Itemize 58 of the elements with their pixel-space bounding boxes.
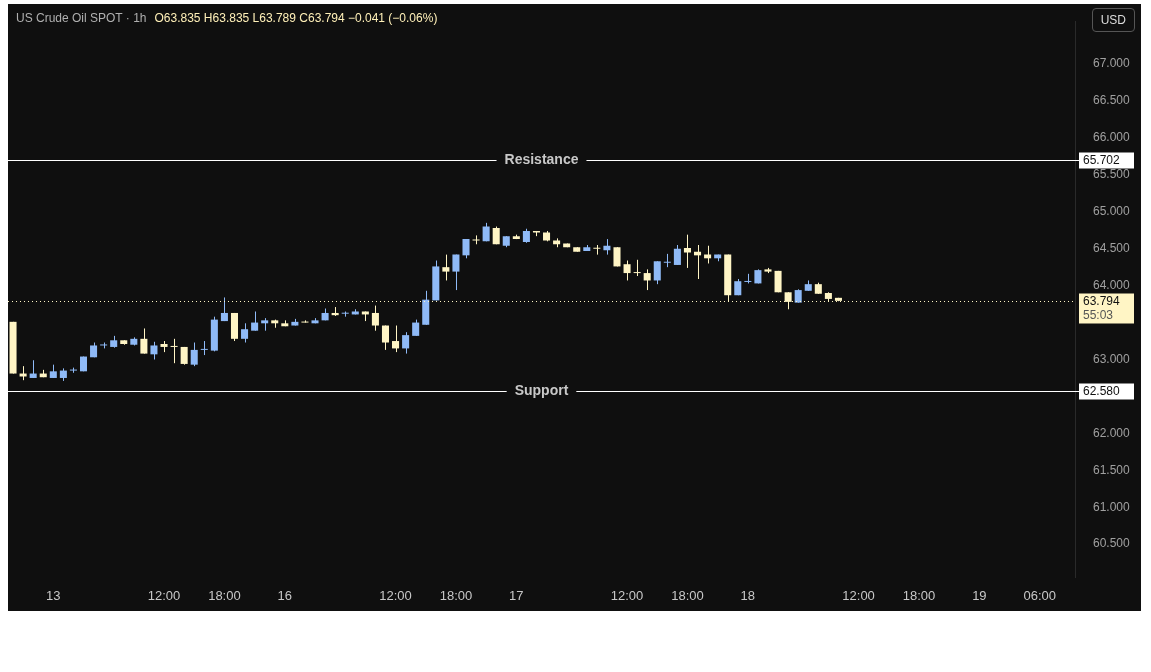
x-tick-label: 18:00 [902, 587, 936, 603]
text: 55:03 [1083, 307, 1114, 322]
candlestick [593, 244, 601, 256]
x-tick-label: 18:00 [439, 587, 473, 603]
candlestick [381, 325, 389, 351]
y-tick-label: 64.000 [1093, 277, 1131, 292]
candlestick [643, 268, 651, 291]
candlestick [371, 305, 379, 332]
candlestick [673, 244, 681, 266]
x-tick-label: 06:00 [1023, 587, 1057, 603]
text: 65.702 [1083, 152, 1121, 167]
candlestick [241, 322, 249, 344]
x-tick-label: 13 [46, 587, 61, 603]
x-tick-label: 12:00 [610, 587, 644, 603]
x-tick-label: 12:00 [379, 587, 412, 603]
chart-subtitle: O63.835 H63.835 L63.789 C63.794 −0.041 (−0.06%) [154, 11, 438, 25]
y-tick-label: 66.000 [1093, 130, 1131, 145]
x-tick-label: 17 [509, 587, 524, 603]
y-tick-label: 67.000 [1093, 56, 1131, 71]
ref-line-label: Resistance [504, 151, 579, 168]
candlestick [633, 259, 641, 277]
candlestick [200, 340, 208, 356]
candlestick [140, 327, 148, 355]
y-tick-label: 62.000 [1093, 425, 1131, 440]
candlestick [301, 319, 309, 324]
candlestick [462, 238, 470, 259]
candlestick [190, 342, 198, 367]
x-tick-label: 16 [277, 587, 293, 603]
candlestick [653, 260, 661, 285]
candlestick [341, 310, 349, 318]
x-tick-label: 18 [740, 587, 756, 603]
candlestick [683, 234, 691, 269]
y-tick-label: 65.500 [1093, 167, 1131, 182]
ref-line-label: Support [514, 382, 569, 399]
x-tick-label: 18:00 [208, 587, 241, 603]
x-tick-label: 12:00 [147, 587, 181, 603]
candlestick [251, 310, 259, 332]
currency-button: USD [1091, 8, 1135, 32]
y-tick-label: 66.500 [1093, 93, 1131, 108]
y-tick-label: 64.500 [1093, 241, 1131, 256]
candlestick [442, 254, 450, 281]
chart-title: US Crude Oil SPOT · 1h [16, 11, 147, 25]
x-tick-label: 12:00 [842, 587, 875, 603]
text: 63.794 [1083, 293, 1121, 308]
candlestick [170, 338, 178, 364]
candlestick [402, 331, 410, 355]
y-tick-label: 63.000 [1093, 351, 1131, 366]
x-tick-label: 18:00 [671, 587, 704, 603]
y-tick-label: 65.000 [1093, 204, 1131, 219]
candlestick [452, 254, 460, 291]
y-tick-label: 60.500 [1093, 536, 1131, 551]
candlestick [392, 325, 400, 353]
y-tick-label: 61.000 [1093, 499, 1131, 514]
text: 62.580 [1083, 383, 1121, 398]
candlestick [623, 260, 631, 281]
x-tick-label: 19 [972, 587, 987, 603]
y-tick-label: 61.500 [1093, 462, 1131, 477]
candlestick [663, 253, 671, 268]
